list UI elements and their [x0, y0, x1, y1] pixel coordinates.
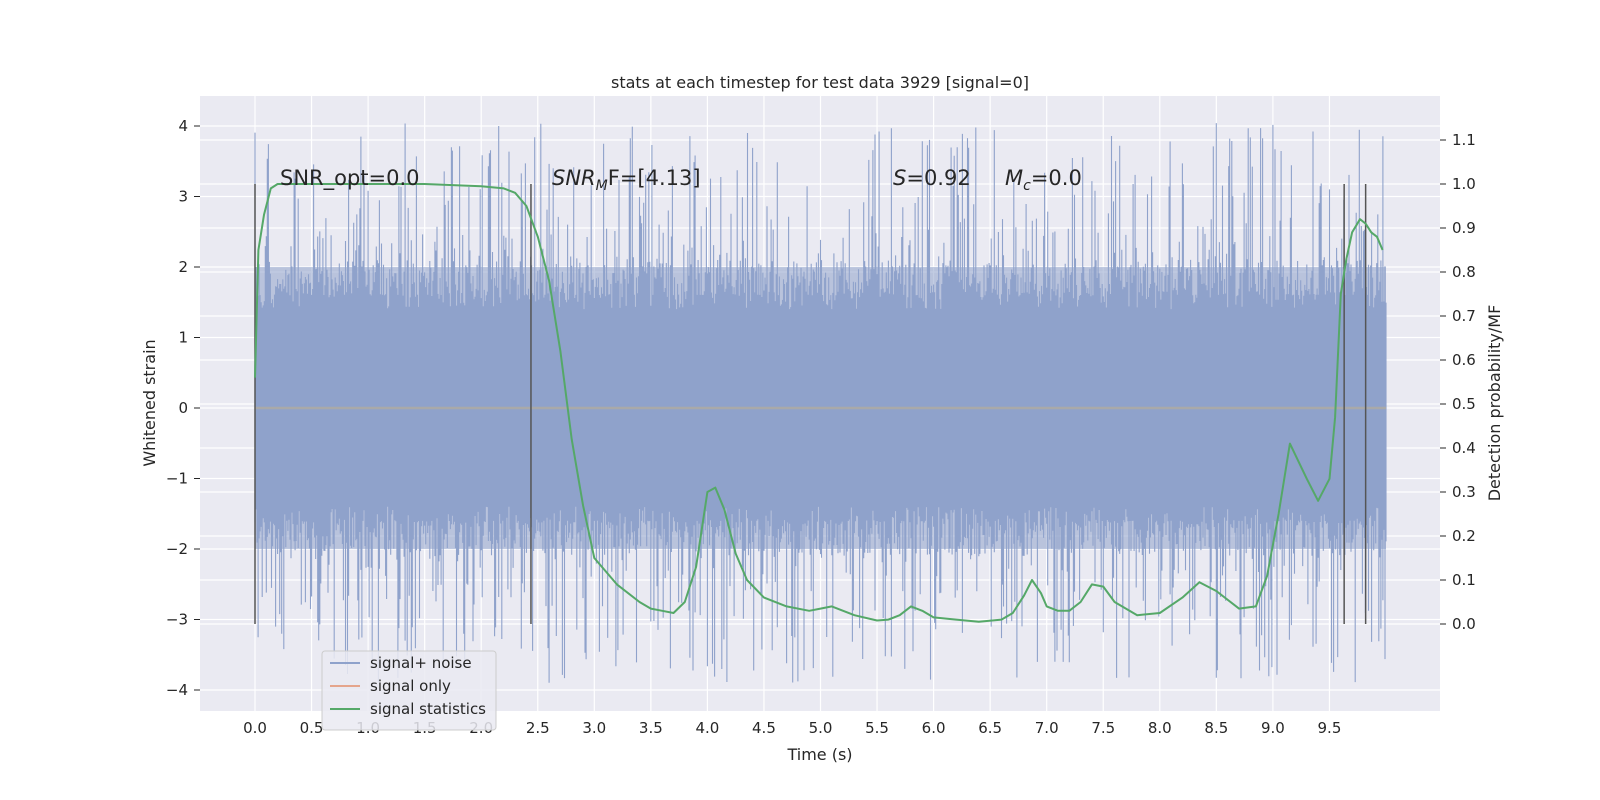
- y2-tick-label: 1.0: [1452, 175, 1476, 193]
- y-tick-label: −4: [166, 681, 188, 699]
- x-tick-label: 5.5: [865, 719, 889, 737]
- axis-ticks: 0.00.51.01.52.02.53.03.54.04.55.05.56.06…: [166, 117, 1476, 737]
- x-tick-label: 0.0: [243, 719, 267, 737]
- y-tick-label: −3: [166, 611, 188, 629]
- annotation-s: S=0.92: [893, 166, 971, 190]
- y-tick-label: 1: [178, 329, 188, 347]
- y2-tick-label: 0.4: [1452, 439, 1476, 457]
- signal-statistics-series: [254, 183, 1384, 623]
- y-tick-label: −1: [166, 470, 188, 488]
- y-tick-label: −2: [166, 540, 188, 558]
- y-tick-label: 4: [178, 117, 188, 135]
- y2-tick-label: 0.8: [1452, 263, 1476, 281]
- x-tick-label: 3.5: [639, 719, 663, 737]
- vertical-markers: [254, 184, 1367, 624]
- annotation-mc-rest: =0.0: [1031, 166, 1082, 190]
- legend-label-signal-only: signal only: [370, 677, 451, 695]
- x-tick-label: 9.0: [1261, 719, 1285, 737]
- legend: signal+ noise signal only signal statist…: [321, 650, 497, 731]
- y-tick-label: 2: [178, 258, 188, 276]
- y2-tick-label: 0.2: [1452, 527, 1476, 545]
- annotation-snr-mf-rest: F=[4.13]: [608, 166, 701, 190]
- y2-tick-label: 1.1: [1452, 131, 1476, 149]
- legend-label-signal-statistics: signal statistics: [370, 700, 486, 718]
- x-tick-label: 4.0: [695, 719, 719, 737]
- x-tick-label: 7.5: [1091, 719, 1115, 737]
- x-axis-title: Time (s): [786, 745, 852, 764]
- y2-tick-label: 0.9: [1452, 219, 1476, 237]
- signal-statistics-line: [254, 183, 1384, 623]
- x-tick-label: 8.0: [1148, 719, 1172, 737]
- x-tick-label: 0.5: [300, 719, 324, 737]
- annotation-mc: Mc=0.0: [1005, 166, 1082, 194]
- y2-tick-label: 0.6: [1452, 351, 1476, 369]
- y2-tick-label: 0.7: [1452, 307, 1476, 325]
- x-tick-label: 9.5: [1318, 719, 1342, 737]
- y2-tick-label: 0.5: [1452, 395, 1476, 413]
- legend-label-signal-noise: signal+ noise: [370, 654, 472, 672]
- y-tick-label: 0: [178, 399, 188, 417]
- annotation-mc-sub: c: [1023, 178, 1031, 194]
- annotation-snr-mf-main: SNR: [552, 166, 596, 190]
- x-tick-label: 6.5: [978, 719, 1002, 737]
- legend-box: [321, 650, 497, 731]
- y2-axis-title: Detection probability/MF: [1485, 305, 1504, 502]
- x-tick-label: 2.5: [526, 719, 550, 737]
- annotation-s-rest: =0.92: [906, 166, 970, 190]
- y-tick-label: 3: [178, 188, 188, 206]
- annotation-snr-mf: SNRMF=[4.13]: [552, 166, 701, 194]
- x-tick-label: 8.5: [1204, 719, 1228, 737]
- y2-tick-label: 0.1: [1452, 571, 1476, 589]
- y-axis-title: Whitened strain: [140, 339, 159, 466]
- annotation-snr-opt: SNR_opt=0.0: [280, 166, 420, 191]
- chart-title: stats at each timestep for test data 392…: [611, 73, 1029, 92]
- y2-tick-label: 0.0: [1452, 615, 1476, 633]
- x-tick-label: 5.0: [809, 719, 833, 737]
- annotation-s-main: S: [893, 166, 906, 190]
- x-tick-label: 4.5: [752, 719, 776, 737]
- x-tick-label: 6.0: [922, 719, 946, 737]
- annotation-snr-mf-sub: M: [596, 178, 608, 194]
- x-tick-label: 7.0: [1035, 719, 1059, 737]
- x-tick-label: 3.0: [582, 719, 606, 737]
- annotation-mc-main: M: [1005, 166, 1023, 190]
- y2-tick-label: 0.3: [1452, 483, 1476, 501]
